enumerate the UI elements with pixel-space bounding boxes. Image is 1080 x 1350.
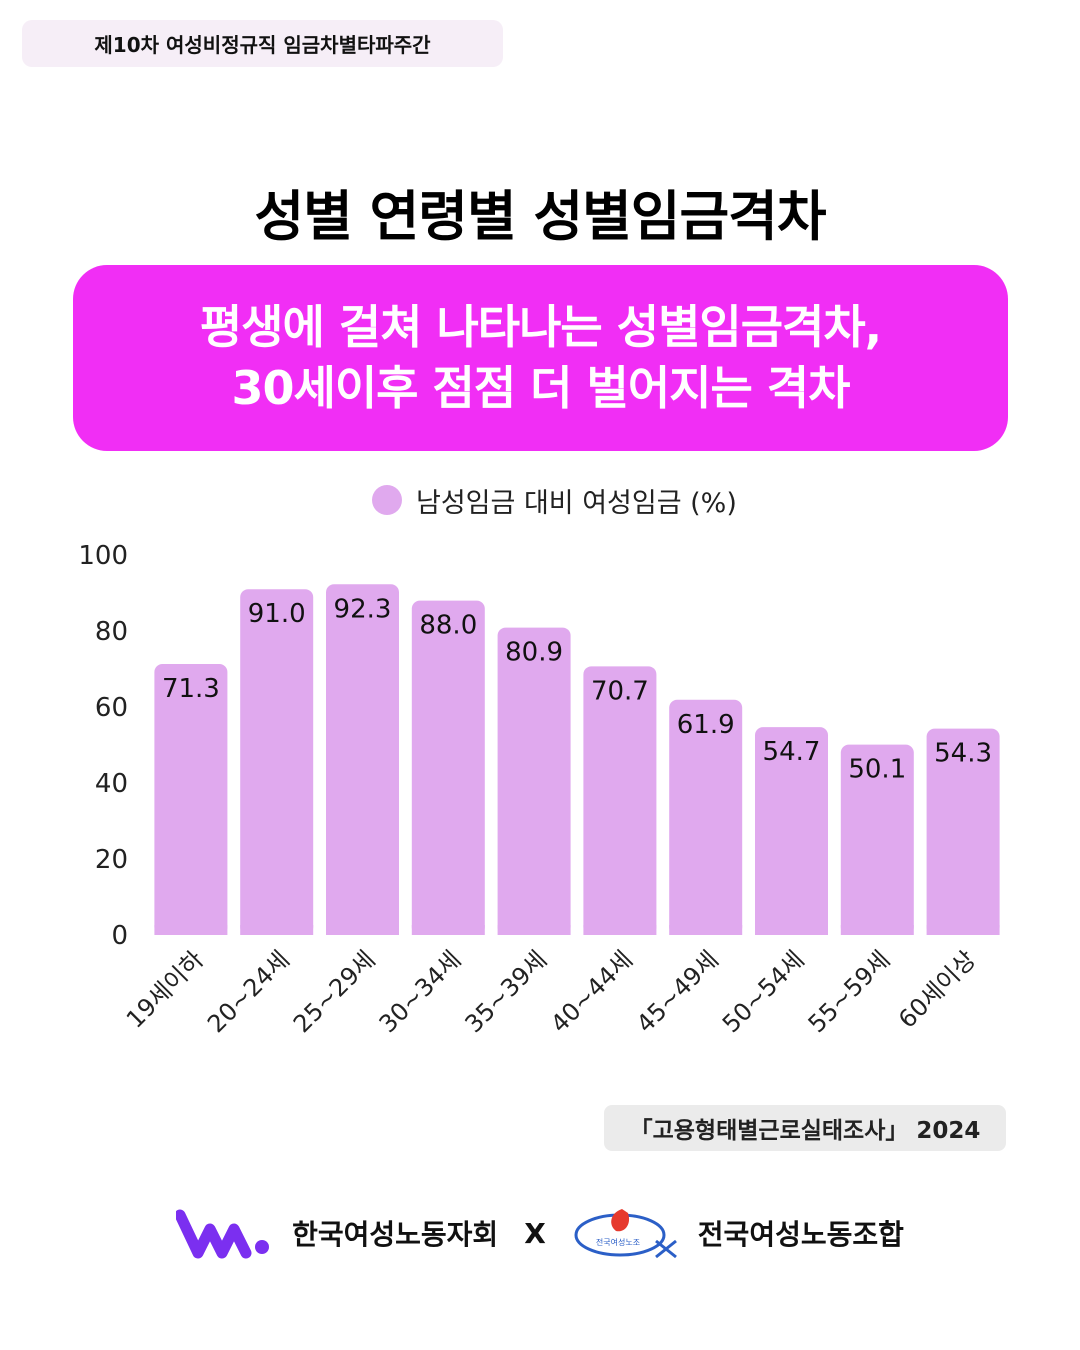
bar	[326, 584, 399, 935]
bar	[411, 600, 485, 935]
legend-label: 남성임금 대비 여성임금 (%)	[416, 487, 737, 519]
bar-chart: 0 20 40 60 80 100 71.3 19세이하 91.0 20~24세 92.3 25~29…	[78, 541, 1000, 1038]
bar-base	[840, 925, 914, 935]
bar-value-label: 61.9	[677, 710, 735, 740]
bar-value-label: 92.3	[334, 594, 392, 624]
footer-logos: 한국여성노동자회 X 전국여성노조 전국여성노동조합	[0, 1198, 1080, 1268]
source-citation: 「고용형태별근로실태조사」 2024	[604, 1105, 1006, 1151]
bar	[926, 728, 1000, 935]
page-title: 성별 연령별 성별임금격차	[254, 185, 826, 248]
x-category-label: 35~39세	[460, 945, 553, 1038]
bar-base	[669, 925, 743, 935]
bar-value-label: 91.0	[248, 599, 306, 629]
x-category-label: 45~49세	[631, 945, 724, 1038]
x-category-label: 19세이하	[121, 945, 209, 1033]
y-tick-label: 60	[95, 693, 128, 723]
y-tick-label: 80	[95, 617, 128, 647]
x-category-label: 30~34세	[374, 945, 467, 1038]
x-category-label: 20~24세	[202, 945, 295, 1038]
bar	[240, 589, 314, 935]
bar-value-label: 50.1	[848, 755, 906, 785]
bar-base	[583, 925, 657, 935]
bar-value-label: 54.7	[763, 737, 821, 767]
bar-base	[926, 925, 1000, 935]
bar-base	[411, 925, 485, 935]
x-category-label: 55~59세	[803, 945, 896, 1038]
union-logo-icon: 전국여성노조	[574, 1209, 677, 1259]
y-tick-label: 100	[78, 541, 128, 571]
headline-line-2: 30세이후 점점 더 벌어지는 격차	[231, 361, 851, 415]
x-category-label: 50~54세	[717, 945, 810, 1038]
y-tick-label: 0	[111, 921, 128, 951]
x-category-label: 25~29세	[288, 945, 381, 1038]
bar-base	[497, 925, 571, 935]
x-category-label: 60세이상	[893, 945, 981, 1033]
bar-value-label: 88.0	[419, 611, 477, 641]
x-category-label: 40~44세	[545, 945, 638, 1038]
bar-value-label: 71.3	[162, 674, 220, 704]
bar	[840, 744, 914, 935]
org-name-womens-workers-association: 한국여성노동자회	[292, 1218, 499, 1251]
bar-base	[326, 925, 399, 935]
y-tick-label: 20	[95, 845, 128, 875]
bar-base	[154, 925, 228, 935]
y-tick-label: 40	[95, 769, 128, 799]
org-name-womens-union: 전국여성노동조합	[697, 1218, 904, 1251]
bar	[497, 627, 571, 935]
union-logo-text: 전국여성노조	[596, 1237, 640, 1247]
legend-swatch	[372, 485, 402, 515]
headline-banner: 평생에 걸쳐 나타나는 성별임금격차, 30세이후 점점 더 벌어지는 격차	[73, 265, 1008, 451]
headline-line-1: 평생에 걸쳐 나타나는 성별임금격차,	[199, 300, 882, 355]
bar	[583, 666, 657, 935]
bar-base	[755, 925, 828, 935]
bar	[755, 727, 828, 935]
bar-base	[240, 925, 314, 935]
bar-value-label: 54.3	[934, 739, 992, 769]
bar-value-label: 70.7	[591, 676, 649, 706]
chart-legend: 남성임금 대비 여성임금 (%)	[372, 480, 737, 520]
campaign-tag: 제10차 여성비정규직 임금차별타파주간	[22, 20, 503, 67]
w-logo-icon	[176, 1209, 270, 1259]
bar	[154, 664, 228, 935]
bar	[669, 699, 743, 935]
collaboration-separator: X	[524, 1216, 546, 1250]
bar-value-label: 80.9	[505, 638, 563, 668]
